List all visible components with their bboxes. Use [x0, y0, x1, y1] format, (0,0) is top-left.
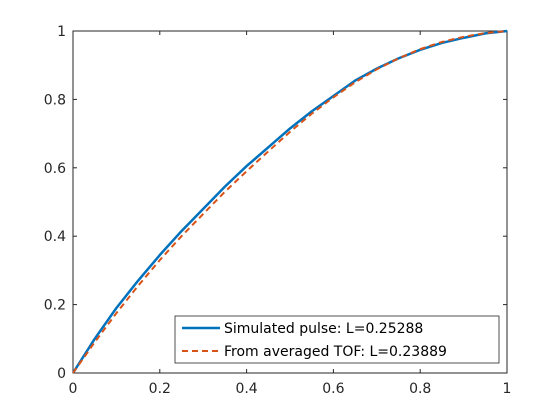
y-tick-label: 0.4	[44, 229, 66, 245]
x-tick-label: 0.8	[409, 381, 431, 397]
x-tick-label: 1	[503, 381, 512, 397]
legend: Simulated pulse: L=0.25288 From averaged…	[174, 315, 500, 364]
axis-tick-labels: 0 0.2 0.4 0.6 0.8 1 0 0.2 0.4 0.6 0.8 1	[44, 24, 512, 397]
y-tick-label: 0.2	[44, 298, 66, 314]
series-layer	[71, 29, 508, 374]
legend-label-averaged: From averaged TOF: L=0.23889	[224, 344, 447, 360]
y-tick-label: 0.6	[44, 161, 66, 177]
x-tick-label: 0	[69, 381, 78, 397]
x-tick-label: 0.6	[322, 381, 344, 397]
y-tick-label: 0	[57, 366, 66, 382]
legend-box	[174, 315, 500, 364]
axis-ticks	[72, 30, 508, 374]
legend-label-simulated: Simulated pulse: L=0.25288	[224, 321, 423, 337]
x-tick-label: 0.2	[149, 381, 171, 397]
y-tick-label: 0.8	[44, 92, 66, 108]
y-tick-label: 1	[57, 24, 66, 40]
series-line-averaged	[72, 30, 508, 374]
x-tick-label: 0.4	[235, 381, 257, 397]
